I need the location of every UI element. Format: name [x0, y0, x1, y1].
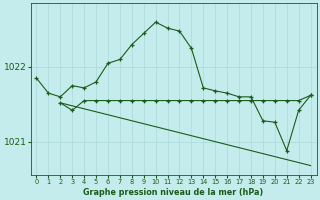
- X-axis label: Graphe pression niveau de la mer (hPa): Graphe pression niveau de la mer (hPa): [84, 188, 264, 197]
